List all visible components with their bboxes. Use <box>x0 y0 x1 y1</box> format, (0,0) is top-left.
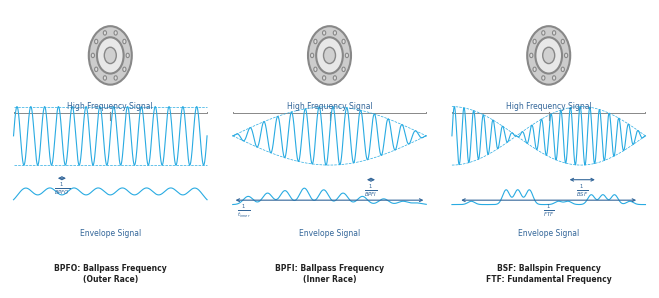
Text: BPFI: Ballpass Frequency
(Inner Race): BPFI: Ballpass Frequency (Inner Race) <box>275 264 384 283</box>
Text: Envelope Signal: Envelope Signal <box>80 229 141 238</box>
Text: BSF: Ballspin Frequency
FTF: Fundamental Frequency: BSF: Ballspin Frequency FTF: Fundamental… <box>486 264 612 283</box>
Circle shape <box>533 39 536 44</box>
Circle shape <box>95 39 98 44</box>
Text: High Frequency Signal: High Frequency Signal <box>67 102 153 111</box>
Text: $\frac{1}{FTF}$: $\frac{1}{FTF}$ <box>543 203 554 219</box>
Text: Envelope Signal: Envelope Signal <box>299 229 360 238</box>
Text: $\frac{1}{BSF}$: $\frac{1}{BSF}$ <box>576 183 588 199</box>
Circle shape <box>114 76 117 80</box>
Circle shape <box>533 67 536 72</box>
Circle shape <box>561 67 564 72</box>
Circle shape <box>104 47 116 63</box>
Circle shape <box>103 31 107 35</box>
Circle shape <box>322 31 326 35</box>
Circle shape <box>316 37 343 74</box>
Circle shape <box>542 76 545 80</box>
Circle shape <box>97 37 124 74</box>
Text: High Frequency Signal: High Frequency Signal <box>287 102 372 111</box>
Circle shape <box>530 53 533 58</box>
Circle shape <box>342 39 345 44</box>
Circle shape <box>527 26 570 85</box>
Circle shape <box>308 26 351 85</box>
Circle shape <box>565 53 568 58</box>
Circle shape <box>535 37 562 74</box>
Circle shape <box>123 39 126 44</box>
Circle shape <box>552 31 556 35</box>
Text: BPFO: Ballpass Frequency
(Outer Race): BPFO: Ballpass Frequency (Outer Race) <box>54 264 167 283</box>
Circle shape <box>103 76 107 80</box>
Text: $\frac{1}{t_{inner}}$: $\frac{1}{t_{inner}}$ <box>237 203 251 220</box>
Circle shape <box>314 39 317 44</box>
Circle shape <box>542 31 545 35</box>
Circle shape <box>123 67 126 72</box>
Circle shape <box>552 76 556 80</box>
Circle shape <box>91 53 94 58</box>
Circle shape <box>333 76 337 80</box>
Circle shape <box>89 26 132 85</box>
Circle shape <box>342 67 345 72</box>
Circle shape <box>114 31 117 35</box>
Circle shape <box>310 53 314 58</box>
Text: High Frequency Signal: High Frequency Signal <box>506 102 592 111</box>
Circle shape <box>333 31 337 35</box>
Circle shape <box>95 67 98 72</box>
Text: $\frac{1}{BPFI}$: $\frac{1}{BPFI}$ <box>364 183 378 199</box>
Circle shape <box>314 67 317 72</box>
Circle shape <box>126 53 129 58</box>
Circle shape <box>322 76 326 80</box>
Circle shape <box>543 47 555 63</box>
Text: Envelope Signal: Envelope Signal <box>518 229 579 238</box>
Circle shape <box>345 53 349 58</box>
Circle shape <box>561 39 564 44</box>
Circle shape <box>324 47 335 63</box>
Text: $\frac{1}{BPFO}$: $\frac{1}{BPFO}$ <box>54 181 70 197</box>
